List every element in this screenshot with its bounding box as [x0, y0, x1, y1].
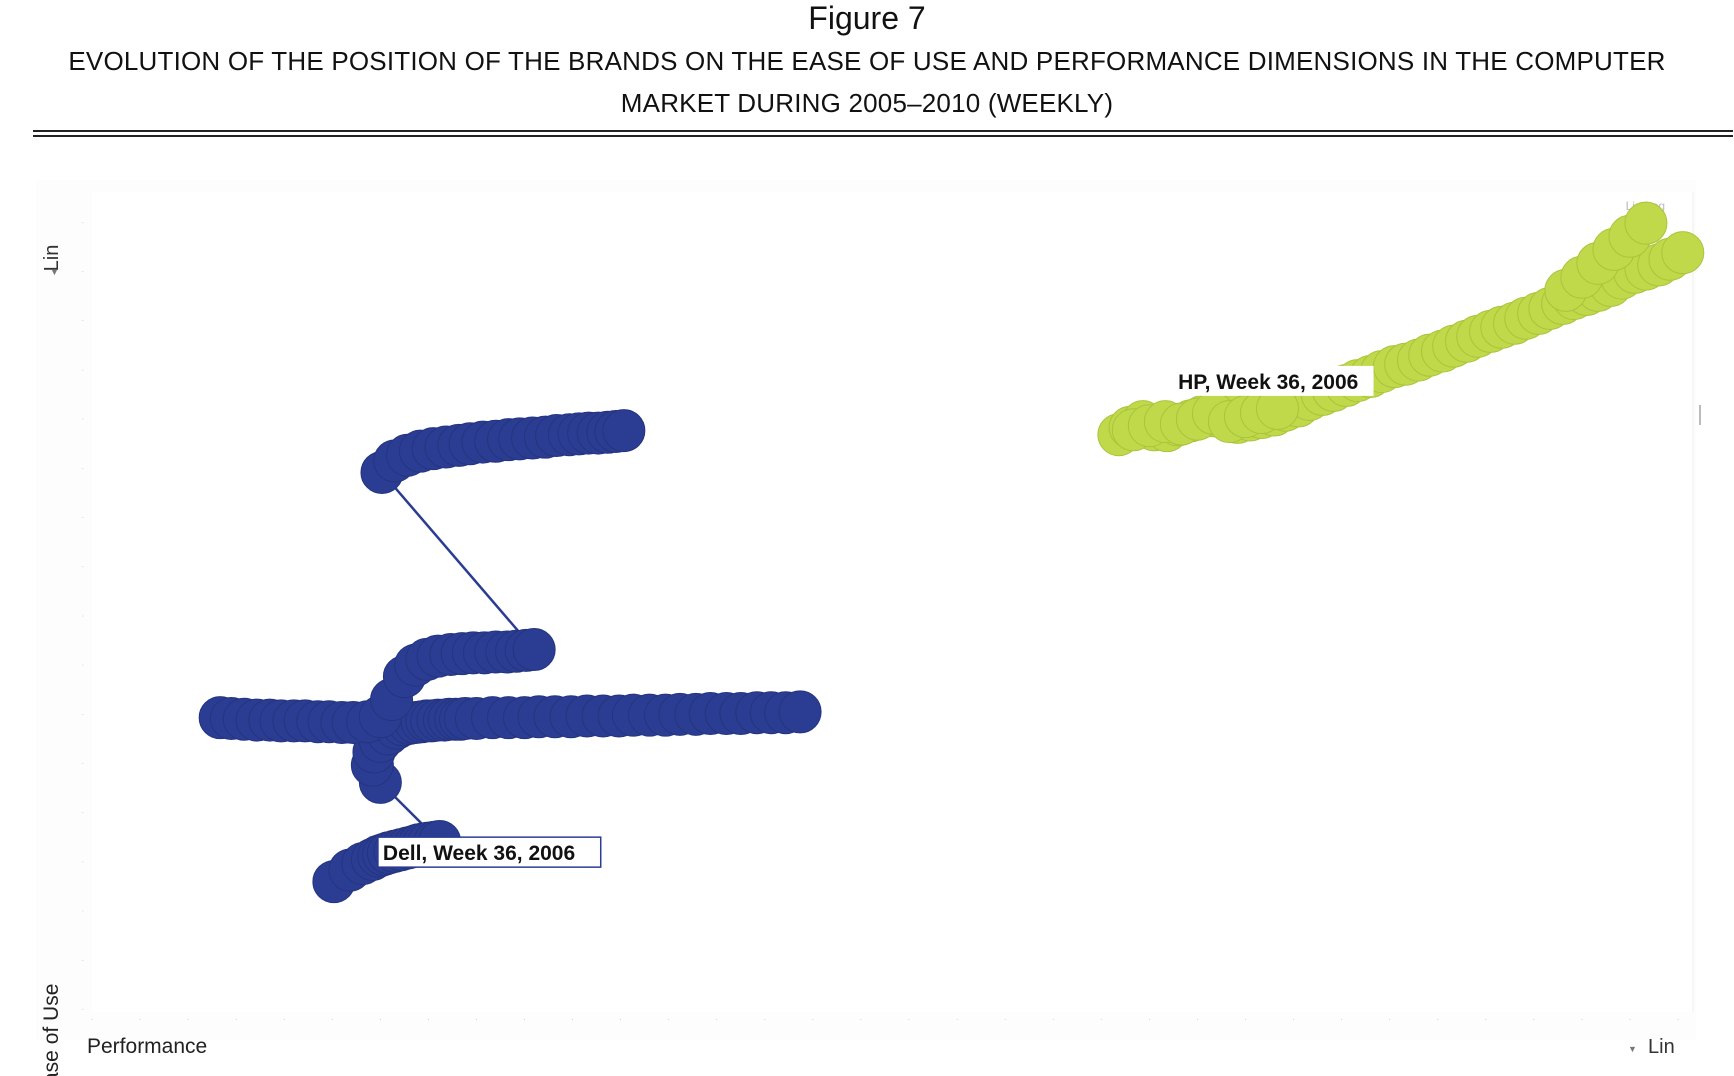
x-scale-chevron-icon[interactable]: ▼: [1628, 1044, 1637, 1054]
x-tick: ·: [475, 1016, 477, 1024]
motion-chart: · · · · · · · · · · · · · · · · · · · · · · · · · · · · · · · · · · · · · · · ·…: [36, 180, 1705, 1076]
x-tick: ·: [235, 1016, 237, 1024]
title-rule-bottom: [33, 135, 1733, 137]
y-scale-chevron-icon[interactable]: ▼: [50, 267, 59, 277]
y-tick: ·: [82, 563, 84, 571]
y-tick: ·: [82, 711, 84, 719]
x-tick: ·: [283, 1016, 285, 1024]
x-tick: ·: [956, 1016, 958, 1024]
x-tick: ·: [620, 1016, 622, 1024]
y-tick: ·: [82, 317, 84, 325]
x-tick: ·: [571, 1016, 573, 1024]
x-tick: ·: [860, 1016, 862, 1024]
x-tick: ·: [1533, 1016, 1535, 1024]
dell-tooltip-text: Dell, Week 36, 2006: [383, 842, 575, 865]
annotations: Dell, Week 36, 2006 HP, Week 36, 2006: [377, 365, 1374, 868]
dell-bubble[interactable]: [778, 690, 822, 734]
x-axis-title: Performance: [87, 1035, 207, 1058]
x-tick: ·: [1244, 1016, 1246, 1024]
y-tick: ·: [82, 858, 84, 866]
x-tick: ·: [764, 1016, 766, 1024]
x-scale-label[interactable]: Lin: [1648, 1036, 1675, 1058]
x-tick: ·: [908, 1016, 910, 1024]
x-tick: ·: [812, 1016, 814, 1024]
y-tick: ·: [82, 416, 84, 424]
series-bubbles: [198, 201, 1705, 904]
y-tick: ·: [82, 465, 84, 473]
x-tick: ·: [1148, 1016, 1150, 1024]
x-tick: ·: [187, 1016, 189, 1024]
figure-label: Figure 7: [808, 0, 926, 36]
y-scale-control[interactable]: Lin: [41, 245, 63, 272]
x-tick: ·: [1389, 1016, 1391, 1024]
y-tick: ·: [82, 268, 84, 276]
x-tick: ·: [1629, 1016, 1631, 1024]
x-tick: ·: [331, 1016, 333, 1024]
x-tick: ·: [1340, 1016, 1342, 1024]
y-scale-label[interactable]: Lin: [41, 245, 63, 272]
x-tick: ·: [1485, 1016, 1487, 1024]
y-tick: ·: [82, 219, 84, 227]
y-tick: ·: [82, 809, 84, 817]
x-tick: ·: [716, 1016, 718, 1024]
x-tick: ·: [668, 1016, 670, 1024]
y-tick: ·: [82, 1006, 84, 1014]
hp-tooltip-box: [1173, 365, 1374, 396]
x-tick: ·: [1677, 1016, 1679, 1024]
y-tick: ·: [82, 908, 84, 916]
x-tick: ·: [1100, 1016, 1102, 1024]
y-tick: ·: [82, 957, 84, 965]
dell-bubble[interactable]: [512, 628, 556, 672]
x-tick: ·: [1437, 1016, 1439, 1024]
x-tick: ·: [523, 1016, 525, 1024]
hp-bubble[interactable]: [1624, 201, 1668, 245]
y-axis-title-group: Ease of Use: [40, 984, 63, 1076]
x-tick: ·: [1052, 1016, 1054, 1024]
x-tick: ·: [91, 1016, 93, 1024]
y-tick: ·: [82, 612, 84, 620]
dell-bubble[interactable]: [602, 409, 646, 453]
x-tick: ·: [1292, 1016, 1294, 1024]
y-tick: ·: [82, 366, 84, 374]
x-tick: ·: [1196, 1016, 1198, 1024]
x-tick: ·: [1581, 1016, 1583, 1024]
hp-tooltip-text: HP, Week 36, 2006: [1178, 371, 1358, 394]
x-tick: ·: [139, 1016, 141, 1024]
dell-tooltip-box: [377, 836, 602, 868]
y-axis-title: Ease of Use: [40, 984, 63, 1076]
x-tick: ·: [1004, 1016, 1006, 1024]
axis-ticks: · · · · · · · · · · · · · · · · · · · · · · · · · · · · · · · · · · · · · · · ·…: [82, 219, 1679, 1024]
x-tick: ·: [427, 1016, 429, 1024]
x-tick: ·: [379, 1016, 381, 1024]
title-rule-top: [33, 130, 1733, 132]
hp-bubble[interactable]: [1661, 231, 1705, 275]
y-tick: ·: [82, 514, 84, 522]
y-tick: ·: [82, 662, 84, 670]
y-tick: ·: [82, 760, 84, 768]
figure-title: EVOLUTION OF THE POSITION OF THE BRANDS …: [68, 46, 1666, 118]
